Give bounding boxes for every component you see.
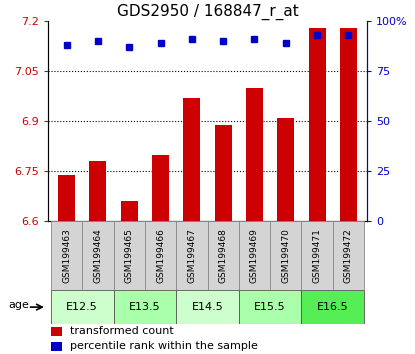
Text: GSM199466: GSM199466 <box>156 228 165 283</box>
Bar <box>176 221 208 290</box>
Text: E13.5: E13.5 <box>129 302 161 312</box>
Text: transformed count: transformed count <box>70 326 174 336</box>
Text: GSM199469: GSM199469 <box>250 228 259 283</box>
Bar <box>308 28 326 221</box>
Text: age: age <box>9 301 29 310</box>
Bar <box>145 221 176 290</box>
Bar <box>333 221 364 290</box>
Text: GSM199463: GSM199463 <box>62 228 71 283</box>
Bar <box>89 161 107 221</box>
Bar <box>114 290 176 324</box>
Text: E14.5: E14.5 <box>192 302 223 312</box>
Bar <box>152 155 169 221</box>
Bar <box>183 98 200 221</box>
Text: GSM199465: GSM199465 <box>124 228 134 283</box>
Text: E12.5: E12.5 <box>66 302 98 312</box>
Bar <box>51 342 62 351</box>
Text: GSM199470: GSM199470 <box>281 228 290 283</box>
Text: GSM199471: GSM199471 <box>312 228 322 283</box>
Bar <box>51 221 82 290</box>
Bar <box>301 290 364 324</box>
Text: E16.5: E16.5 <box>317 302 349 312</box>
Text: GSM199472: GSM199472 <box>344 228 353 283</box>
Bar <box>270 221 301 290</box>
Text: GSM199464: GSM199464 <box>93 228 103 283</box>
Text: GSM199468: GSM199468 <box>219 228 228 283</box>
Bar <box>246 88 263 221</box>
Bar <box>215 125 232 221</box>
Bar <box>277 118 294 221</box>
Bar <box>301 221 333 290</box>
Bar <box>51 290 114 324</box>
Text: GSM199467: GSM199467 <box>187 228 196 283</box>
Bar <box>340 28 357 221</box>
Text: percentile rank within the sample: percentile rank within the sample <box>70 342 258 352</box>
Title: GDS2950 / 168847_r_at: GDS2950 / 168847_r_at <box>117 4 298 20</box>
Bar <box>58 175 75 221</box>
Bar <box>51 327 62 336</box>
Bar <box>208 221 239 290</box>
Bar <box>239 221 270 290</box>
Bar <box>82 221 114 290</box>
Bar <box>176 290 239 324</box>
Bar <box>239 290 301 324</box>
Bar <box>121 201 138 221</box>
Bar <box>114 221 145 290</box>
Text: E15.5: E15.5 <box>254 302 286 312</box>
